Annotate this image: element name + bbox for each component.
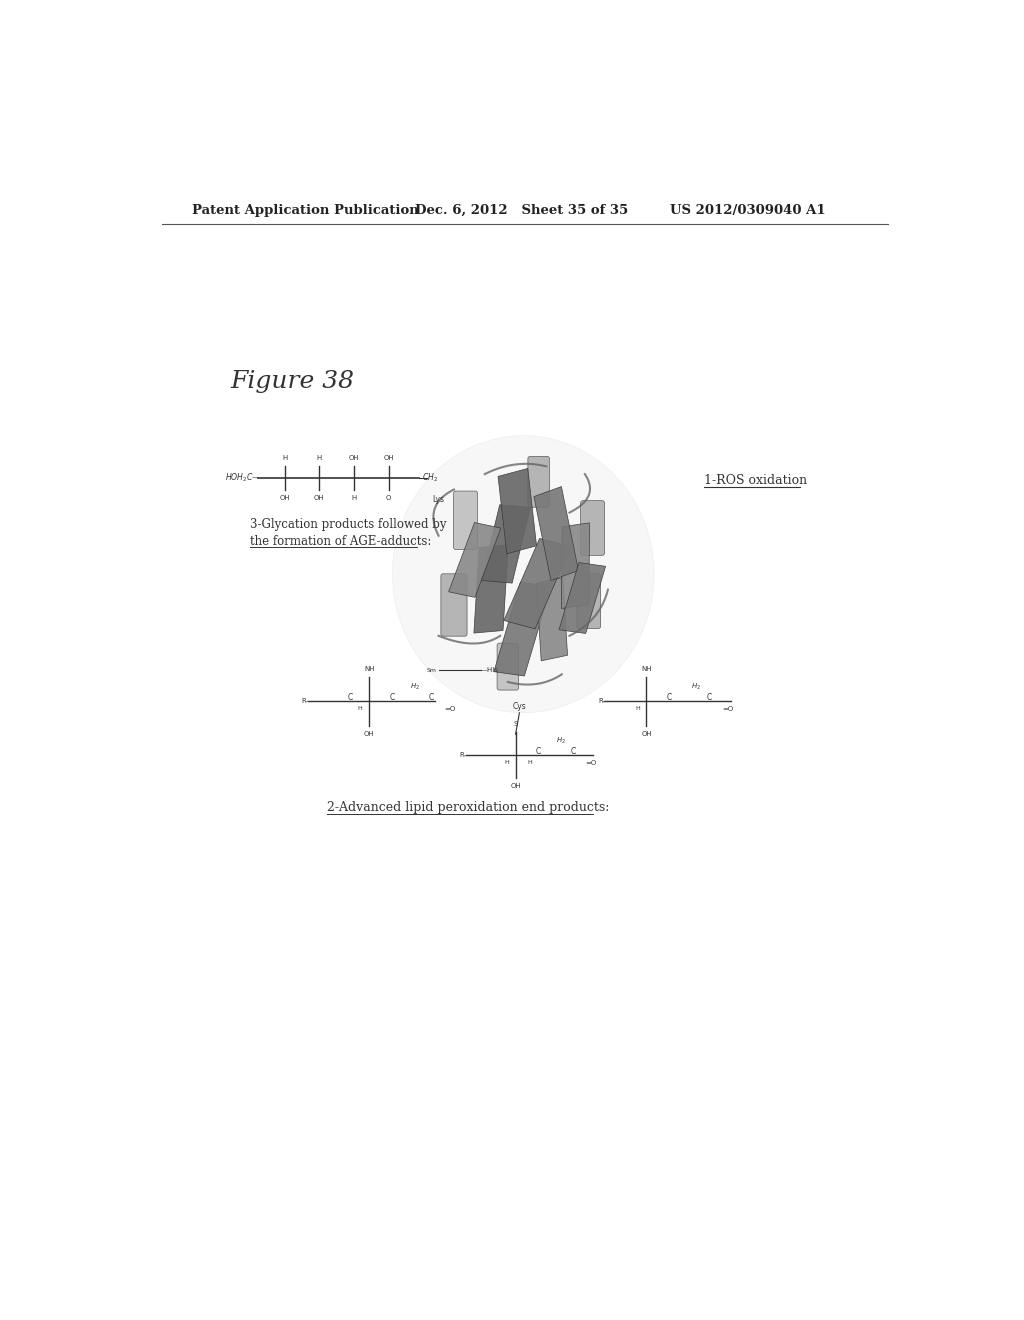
Polygon shape <box>559 562 605 634</box>
Text: H: H <box>527 760 531 766</box>
Text: the formation of AGE-adducts:: the formation of AGE-adducts: <box>250 535 431 548</box>
Text: $H_2$: $H_2$ <box>410 682 420 693</box>
FancyBboxPatch shape <box>497 643 518 690</box>
Polygon shape <box>534 487 579 581</box>
Polygon shape <box>449 523 501 598</box>
Text: Lys: Lys <box>432 495 444 504</box>
Text: C: C <box>667 693 672 702</box>
Ellipse shape <box>392 436 654 713</box>
Text: NH: NH <box>364 667 375 672</box>
Text: 2-Advanced lipid peroxidation end products:: 2-Advanced lipid peroxidation end produc… <box>327 801 609 814</box>
Text: O: O <box>386 495 391 500</box>
Text: =O: =O <box>444 706 456 711</box>
Text: C: C <box>390 693 395 702</box>
Text: —His: —His <box>481 668 499 673</box>
Text: H: H <box>357 706 362 711</box>
Text: OH: OH <box>364 730 375 737</box>
Text: C: C <box>347 693 352 702</box>
Text: Cys: Cys <box>513 702 526 711</box>
Text: NH: NH <box>641 667 651 672</box>
Text: OH: OH <box>280 495 290 500</box>
Text: OH: OH <box>314 495 325 500</box>
Text: 3-Glycation products followed by: 3-Glycation products followed by <box>250 517 446 531</box>
Text: Patent Application Publication: Patent Application Publication <box>193 205 419 218</box>
Text: C: C <box>428 693 433 702</box>
Polygon shape <box>494 582 551 676</box>
Polygon shape <box>474 545 508 634</box>
Text: H: H <box>316 455 322 461</box>
Text: H: H <box>282 455 287 461</box>
Text: =O: =O <box>722 706 733 711</box>
Text: OH: OH <box>383 455 394 461</box>
Text: H: H <box>504 760 509 766</box>
Text: R—: R— <box>460 752 471 758</box>
FancyBboxPatch shape <box>528 457 550 507</box>
Text: =O: =O <box>585 760 596 766</box>
Polygon shape <box>498 469 537 554</box>
Text: 1-ROS oxidation: 1-ROS oxidation <box>705 474 807 487</box>
Text: S: S <box>513 722 518 727</box>
FancyBboxPatch shape <box>581 500 604 556</box>
Text: Dec. 6, 2012   Sheet 35 of 35: Dec. 6, 2012 Sheet 35 of 35 <box>416 205 629 218</box>
FancyBboxPatch shape <box>577 574 601 628</box>
Polygon shape <box>537 578 567 661</box>
Text: US 2012/0309040 A1: US 2012/0309040 A1 <box>670 205 825 218</box>
Text: $H_2$: $H_2$ <box>556 737 565 746</box>
Polygon shape <box>504 539 570 628</box>
Text: OH: OH <box>348 455 359 461</box>
Text: $HOH_2C$—: $HOH_2C$— <box>225 471 261 484</box>
Text: C: C <box>536 747 542 756</box>
Text: C: C <box>707 693 713 702</box>
Text: $CH_2$: $CH_2$ <box>422 471 437 484</box>
FancyBboxPatch shape <box>454 491 477 549</box>
Text: R—: R— <box>598 698 609 705</box>
Polygon shape <box>561 523 590 609</box>
Text: OH: OH <box>510 783 521 789</box>
Text: R—: R— <box>301 698 313 705</box>
Polygon shape <box>481 504 530 583</box>
Text: C: C <box>570 747 575 756</box>
Text: Sm: Sm <box>427 668 437 673</box>
Text: H: H <box>635 706 640 711</box>
FancyBboxPatch shape <box>441 574 467 636</box>
Text: $H_2$: $H_2$ <box>691 682 701 693</box>
Text: H: H <box>351 495 356 500</box>
Text: OH: OH <box>641 730 651 737</box>
Text: Figure 38: Figure 38 <box>230 370 354 393</box>
